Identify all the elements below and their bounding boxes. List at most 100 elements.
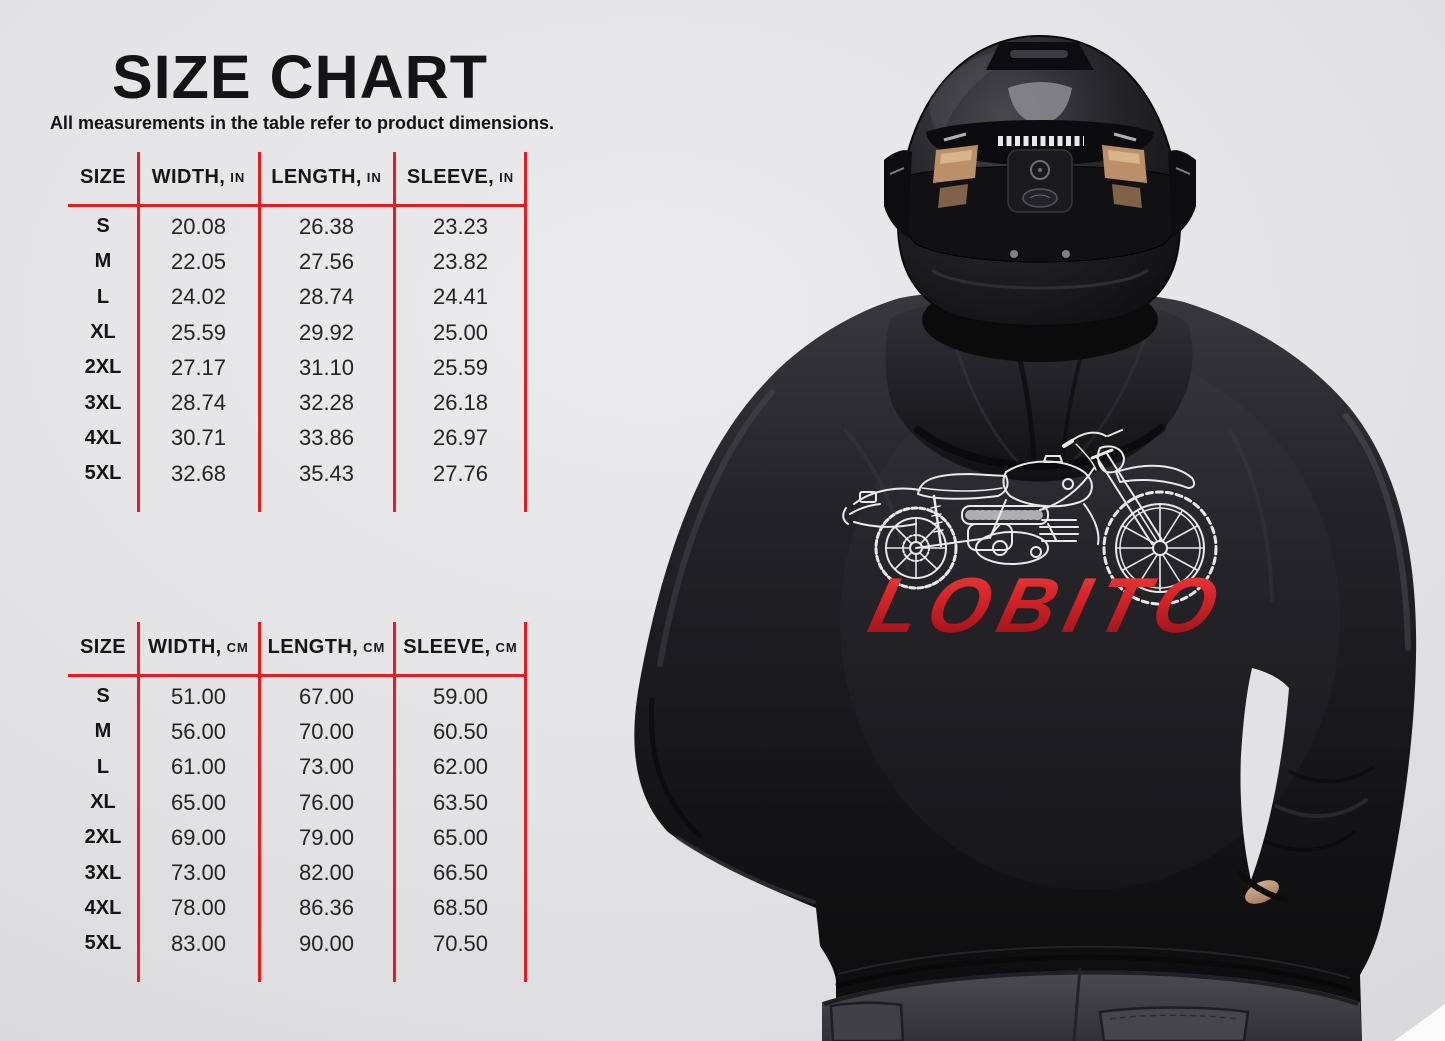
width-cell: 51.00 bbox=[170, 683, 227, 709]
length-cell: 76.00 bbox=[298, 789, 355, 815]
sleeve-cell: 23.23 bbox=[432, 213, 489, 239]
width-cell: 28.74 bbox=[170, 390, 227, 416]
size-table-cm: SIZE WIDTH, CM LENGTH, CM SLEEVE, CM S 51.00… bbox=[68, 622, 527, 982]
motorcycle-line-art bbox=[842, 429, 1218, 606]
size-table-inches: SIZE WIDTH, IN LENGTH, IN SLEEVE, IN S 20.08… bbox=[68, 152, 527, 512]
size-cell: 5XL bbox=[84, 462, 122, 485]
page-title: SIZE CHART bbox=[112, 43, 488, 111]
corner-highlight bbox=[1394, 1004, 1445, 1041]
unit-label: CM bbox=[363, 640, 386, 655]
table-row: 4XL 30.71 33.86 26.97 bbox=[68, 421, 527, 456]
sleeve-cell: 24.41 bbox=[432, 284, 489, 310]
length-cell: 86.36 bbox=[298, 895, 355, 921]
hoodie-body bbox=[634, 289, 1417, 1041]
size-cell: 3XL bbox=[84, 861, 122, 884]
col-width: WIDTH, IN bbox=[151, 166, 246, 188]
table-row: 3XL 28.74 32.28 26.18 bbox=[68, 385, 527, 420]
length-cell: 79.00 bbox=[298, 824, 355, 850]
helmet bbox=[884, 34, 1196, 362]
table-row: 2XL 27.17 31.10 25.59 bbox=[68, 350, 527, 385]
jeans bbox=[822, 967, 1362, 1041]
length-cell: 29.92 bbox=[298, 319, 355, 345]
table-header-rule bbox=[68, 673, 527, 677]
width-cell: 56.00 bbox=[170, 718, 227, 744]
width-cell: 20.08 bbox=[170, 213, 227, 239]
table-divider bbox=[137, 622, 140, 982]
width-cell: 24.02 bbox=[170, 284, 227, 310]
table-row: M 22.05 27.56 23.82 bbox=[68, 244, 527, 279]
unit-label: IN bbox=[366, 170, 382, 185]
width-cell: 27.17 bbox=[170, 354, 227, 380]
page-subtitle: All measurements in the table refer to p… bbox=[49, 113, 555, 133]
length-cell: 28.74 bbox=[298, 284, 355, 310]
width-cell: 25.59 bbox=[170, 319, 227, 345]
table-row: 3XL 73.00 82.00 66.50 bbox=[68, 855, 527, 890]
width-cell: 78.00 bbox=[170, 895, 227, 921]
size-cell: S bbox=[96, 215, 110, 238]
col-length: LENGTH, IN bbox=[271, 166, 382, 188]
sleeve-cell: 63.50 bbox=[432, 789, 489, 815]
length-cell: 27.56 bbox=[298, 248, 355, 274]
sleeve-cell: 59.00 bbox=[432, 683, 489, 709]
table-row: 5XL 32.68 35.43 27.76 bbox=[68, 456, 527, 491]
sleeve-cell: 25.00 bbox=[432, 319, 489, 345]
length-cell: 70.00 bbox=[298, 718, 355, 744]
width-cell: 32.68 bbox=[170, 460, 227, 486]
table-divider bbox=[258, 622, 261, 982]
width-cell: 69.00 bbox=[170, 824, 227, 850]
width-cell: 61.00 bbox=[170, 754, 227, 780]
size-cell: S bbox=[96, 685, 110, 708]
length-cell: 82.00 bbox=[298, 860, 355, 886]
unit-label: CM bbox=[226, 640, 249, 655]
helmet-badge bbox=[1022, 188, 1058, 208]
sleeve-cell: 66.50 bbox=[432, 860, 489, 886]
size-cell: 3XL bbox=[84, 391, 122, 414]
col-size: SIZE bbox=[79, 636, 127, 658]
width-cell: 22.05 bbox=[170, 248, 227, 274]
table-row: M 56.00 70.00 60.50 bbox=[68, 714, 527, 749]
sleeve-cell: 65.00 bbox=[432, 824, 489, 850]
table-body: S 20.08 26.38 23.23 M 22.05 27.56 23.82 L 24.02… bbox=[68, 209, 527, 491]
width-cell: 73.00 bbox=[170, 860, 227, 886]
hand bbox=[1235, 869, 1289, 904]
helmet-copper-reflectors bbox=[933, 145, 1147, 208]
table-divider bbox=[258, 152, 261, 512]
length-cell: 31.10 bbox=[298, 354, 355, 380]
length-cell: 33.86 bbox=[298, 425, 355, 451]
width-cell: 83.00 bbox=[170, 930, 227, 956]
sleeve-cell: 26.97 bbox=[432, 425, 489, 451]
table-body: S 51.00 67.00 59.00 M 56.00 70.00 60.50 L 61.00… bbox=[68, 679, 527, 961]
table-row: S 51.00 67.00 59.00 bbox=[68, 679, 527, 714]
col-length: LENGTH, CM bbox=[267, 636, 386, 658]
table-row: 4XL 78.00 86.36 68.50 bbox=[68, 891, 527, 926]
width-cell: 65.00 bbox=[170, 789, 227, 815]
length-cell: 35.43 bbox=[298, 460, 355, 486]
length-cell: 90.00 bbox=[298, 930, 355, 956]
helmet-spoiler bbox=[926, 120, 1154, 166]
size-cell: 2XL bbox=[84, 356, 122, 379]
unit-label: IN bbox=[230, 170, 246, 185]
length-cell: 73.00 bbox=[298, 754, 355, 780]
table-row: XL 25.59 29.92 25.00 bbox=[68, 315, 527, 350]
table-row: XL 65.00 76.00 63.50 bbox=[68, 785, 527, 820]
hoodie-logo-text: LOBITO bbox=[861, 561, 1236, 649]
unit-label: CM bbox=[495, 640, 518, 655]
table-divider bbox=[393, 622, 396, 982]
table-row: 5XL 83.00 90.00 70.50 bbox=[68, 926, 527, 961]
size-cell: M bbox=[94, 720, 112, 743]
size-cell: 5XL bbox=[84, 932, 122, 955]
sleeve-cell: 25.59 bbox=[432, 354, 489, 380]
table-divider bbox=[524, 622, 527, 982]
table-header-row: SIZE WIDTH, CM LENGTH, CM SLEEVE, CM bbox=[68, 622, 527, 673]
size-cell: L bbox=[96, 285, 110, 308]
size-cell: XL bbox=[90, 321, 116, 344]
helmet-silver-patch bbox=[1008, 82, 1072, 124]
unit-label: IN bbox=[499, 170, 515, 185]
helmet-logo-ring bbox=[1030, 160, 1050, 180]
col-sleeve: SLEEVE, CM bbox=[403, 636, 518, 658]
size-cell: 2XL bbox=[84, 826, 122, 849]
sleeve-cell: 68.50 bbox=[432, 895, 489, 921]
sleeve-cell: 62.00 bbox=[432, 754, 489, 780]
